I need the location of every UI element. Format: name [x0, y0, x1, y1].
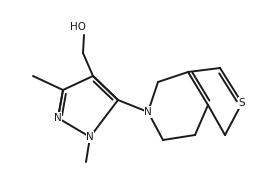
- Text: N: N: [144, 107, 152, 117]
- Text: S: S: [239, 98, 245, 108]
- Text: HO: HO: [70, 22, 86, 32]
- Text: N: N: [86, 132, 94, 142]
- Text: N: N: [54, 113, 62, 123]
